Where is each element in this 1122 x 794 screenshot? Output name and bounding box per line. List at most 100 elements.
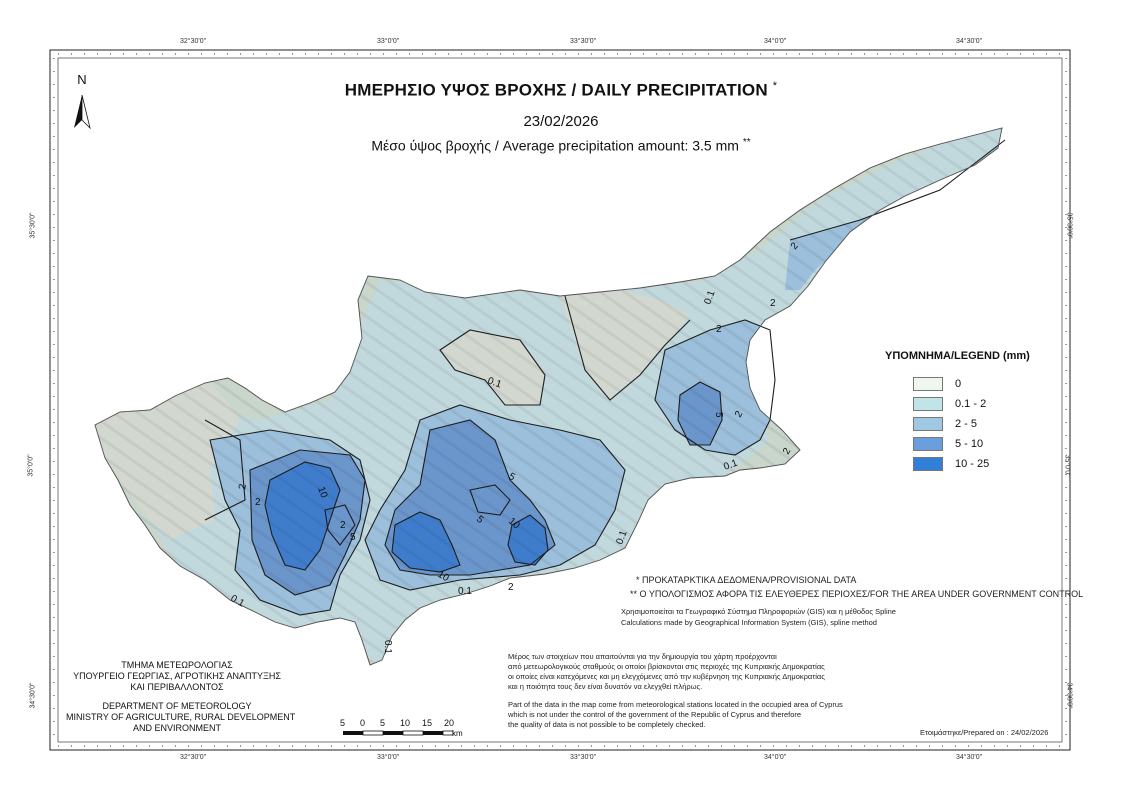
contour-2-central: [364, 404, 626, 591]
area-note: ** Ο ΥΠΟΛΟΓΙΣΜΟΣ ΑΦΟΡΑ ΤΙΣ ΕΛΕΥΘΕΡΕΣ ΠΕΡ…: [630, 589, 1084, 599]
contour-10-central: [391, 511, 461, 573]
map-inner-frame: [57, 57, 1063, 743]
contour-label: 2: [733, 409, 746, 420]
lat-label-left: 34°30'0": [29, 682, 37, 709]
scale-label: 10: [400, 718, 411, 728]
department-en-1: DEPARTMENT OF METEOROLOGY: [102, 701, 252, 711]
contour-lines: [204, 139, 1006, 616]
contour-2-east: [654, 319, 776, 456]
title-mark: *: [772, 80, 778, 92]
legend-item-label: 0.1 - 2: [955, 398, 987, 410]
legend-item-label: 2 - 5: [955, 418, 978, 430]
lat-label-right: 34°30'0": [1065, 682, 1073, 709]
lat-label-left: 35°30'0": [29, 212, 37, 239]
contour-label: 2: [789, 240, 801, 252]
contour-label: 2: [237, 483, 249, 491]
legend-item: 5 - 10: [913, 434, 1030, 454]
scale-unit: km: [452, 729, 463, 738]
contour-2-west: [209, 429, 371, 616]
lon-label-top: 33°0'0": [377, 38, 400, 45]
legend-item-label: 5 - 10: [955, 438, 984, 450]
scale-label: 5: [380, 718, 386, 728]
department-gr-1: ΤΜΗΜΑ ΜΕΤΕΩΡΟΛΟΓΙΑΣ: [121, 660, 233, 670]
scale-bar: [343, 730, 454, 736]
legend-swatch: [913, 417, 943, 431]
legend-swatch: [913, 377, 943, 391]
contour-label: 0.1: [702, 289, 717, 306]
contour-label: 2: [255, 497, 261, 508]
contour-label: 5: [350, 532, 356, 543]
average-precipitation: Μέσο ύψος βροχής / Average precipitation…: [0, 137, 1122, 154]
legend-item: 10 - 25: [913, 454, 1030, 474]
legend-item-label: 0: [955, 378, 962, 390]
map-title-text: ΗΜΕΡΗΣΙΟ ΥΨΟΣ ΒΡΟΧΗΣ / DAILY PRECIPITATI…: [344, 80, 768, 100]
data-note-gr-3: οι οποίες είναι κατεχόμενες και μη ελεγχ…: [508, 672, 825, 681]
contour-label: 0.1: [722, 458, 739, 473]
contour-label-group: 0.1 0.1 0.1 0.1 0.1 0.1 0.1 2 2 2 2 2 2 …: [229, 240, 802, 654]
contour-label: 0.1: [458, 586, 472, 597]
data-note-gr-4: και η ποιότητα τους δεν είναι δυνατόν να…: [508, 682, 703, 691]
lon-label-bottom: 34°30'0": [956, 754, 983, 761]
map-frame: [49, 49, 1071, 751]
contour-label: 0.1: [382, 640, 393, 654]
contour-2-inner: [324, 504, 356, 546]
department-en-2: MINISTRY OF AGRICULTURE, RURAL DEVELOPME…: [66, 712, 296, 722]
contour-5-west: [249, 449, 366, 596]
legend-item: 0: [913, 374, 1030, 394]
department-gr-2: ΥΠΟΥΡΓΕΙΟ ΓΕΩΡΓΙΑΣ, ΑΓΡΟΤΙΚΗΣ ΑΝΑΠΤΥΞΗΣ: [73, 671, 281, 681]
contour-0-1-west: [204, 419, 246, 521]
lat-label-right: 35°0'0": [1063, 454, 1071, 477]
scale-label: 15: [422, 718, 433, 728]
contour-label: 2: [770, 298, 776, 309]
lon-label-bottom: 33°0'0": [377, 754, 400, 761]
legend-swatch: [913, 397, 943, 411]
data-note-en-1: Part of the data in the map come from me…: [508, 700, 843, 709]
contour-10-south: [507, 514, 549, 566]
contour-label: 2: [340, 520, 346, 531]
department-block: ΤΜΗΜΑ ΜΕΤΕΩΡΟΛΟΓΙΑΣ ΥΠΟΥΡΓΕΙΟ ΓΕΩΡΓΙΑΣ, …: [66, 660, 296, 734]
lon-label-top: 34°30'0": [956, 38, 983, 45]
data-note-gr-1: Μέρος των στοιχείων που απαιτούνται για …: [508, 652, 777, 661]
contour-label: 10: [315, 485, 329, 500]
lon-label-bottom: 34°0'0": [764, 754, 787, 761]
legend-item: 0.1 - 2: [913, 394, 1030, 414]
contour-0-1-north: [439, 329, 546, 406]
legend-item-label: 10 - 25: [955, 458, 990, 470]
lon-label-top: 33°30'0": [570, 38, 597, 45]
lon-label-top: 34°0'0": [764, 38, 787, 45]
lon-label-top: 32°30'0": [180, 38, 207, 45]
contour-5-central: [384, 419, 556, 576]
gis-note-gr: Χρησιμοποιείται τα Γεωγραφικό Σύστημα Πλ…: [621, 607, 896, 616]
scale-label: 20: [444, 718, 455, 728]
contour-label: 5: [474, 514, 486, 526]
scale-label: 0: [360, 718, 366, 728]
gis-note-en: Calculations made by Geographical Inform…: [621, 618, 877, 627]
contour-label: 0.1: [614, 529, 629, 546]
contour-label: 2: [781, 446, 794, 457]
contour-label: 2: [508, 582, 514, 593]
lat-label-left: 35°0'0": [27, 454, 35, 477]
map-legend: ΥΠΟΜΝΗΜΑ/LEGEND (mm) 0 0.1 - 2 2 - 5 5 -…: [885, 350, 1030, 474]
prepared-date: Ετοιμάστηκε/Prepared on : 24/02/2026: [920, 728, 1049, 737]
contour-label: 10: [436, 569, 452, 584]
legend-swatch: [913, 437, 943, 451]
data-note-en-3: the quality of data is not possible to b…: [508, 720, 706, 729]
contour-label: 5: [507, 471, 518, 484]
department-en-3: AND ENVIRONMENT: [132, 723, 221, 733]
average-precipitation-text: Μέσο ύψος βροχής / Average precipitation…: [371, 137, 739, 154]
legend-header: ΥΠΟΜΝΗΜΑ/LEGEND (mm): [885, 350, 1030, 362]
data-note-gr-2: από μετεωρολογικούς σταθμούς οι οποίοι β…: [508, 662, 825, 671]
legend-swatch: [913, 457, 943, 471]
lon-label-bottom: 32°30'0": [180, 754, 207, 761]
north-arrow: N: [68, 72, 96, 87]
contour-10-west: [264, 461, 341, 571]
lat-label-right: 35°30'0": [1065, 212, 1073, 239]
provisional-note: * ΠΡΟΚΑΤΑΡΚΤΙΚΑ ΔΕΔΟΜΕΝΑ/PROVISIONAL DAT…: [636, 575, 857, 585]
map-date: 23/02/2026: [523, 113, 599, 130]
department-gr-3: ΚΑΙ ΠΕΡΙΒΑΛΛΟΝΤΟΣ: [130, 682, 224, 692]
contour-5-east: [677, 381, 723, 446]
contour-label: 0.1: [486, 375, 503, 390]
contour-label: 2: [716, 324, 722, 335]
contour-2-karpas: [789, 139, 1006, 241]
legend-item: 2 - 5: [913, 414, 1030, 434]
